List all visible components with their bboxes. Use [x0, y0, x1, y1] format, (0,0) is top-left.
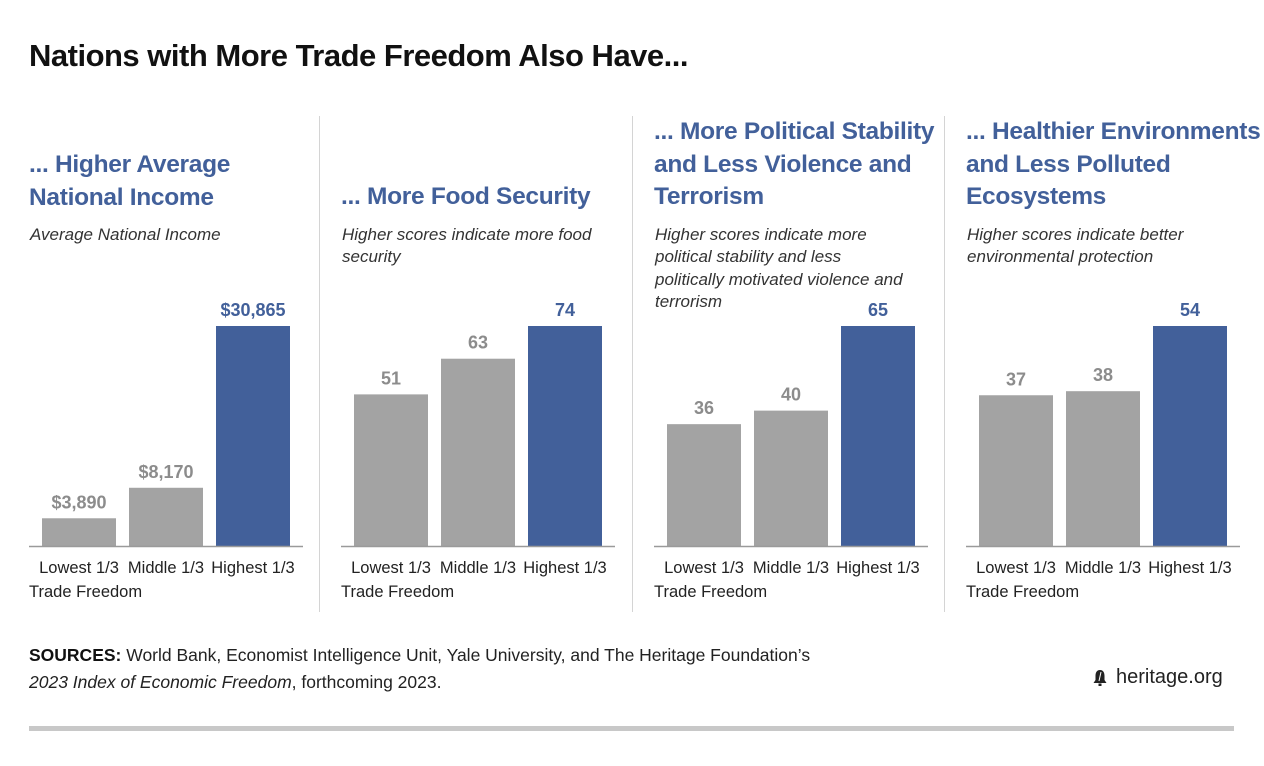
category-label: Lowest 1/3 [664, 559, 744, 577]
panel-heading: ... Healthier Environments and Less Poll… [966, 118, 1261, 210]
bar-chart: 36 Lowest 1/3 40 Middle 1/3 65 Highest 1/3 Tra… [654, 300, 928, 601]
data-label: 37 [1006, 369, 1026, 389]
panel-subtitle: Higher scores indicate more political st… [655, 225, 903, 311]
bar [354, 394, 428, 546]
category-label: Highest 1/3 [211, 559, 294, 577]
data-label: $3,890 [51, 492, 106, 512]
axis-note: Trade Freedom [966, 583, 1079, 601]
panel-subtitle: Higher scores indicate more food securit… [342, 225, 592, 267]
sources-publication: 2023 Index of Economic Freedom [29, 672, 292, 692]
data-label: 38 [1093, 365, 1113, 385]
axis-note: Trade Freedom [341, 583, 454, 601]
brand-text: heritage.org [1116, 666, 1223, 688]
panel-food-security: ... More Food Security Higher scores ind… [341, 0, 653, 640]
panel-heading: ... More Political Stability and Less Vi… [654, 118, 935, 210]
bar [441, 358, 515, 546]
category-label: Highest 1/3 [523, 559, 606, 577]
bar [1066, 391, 1140, 546]
bar [754, 410, 828, 546]
bar-chart: 37 Lowest 1/3 38 Middle 1/3 54 Highest 1/3 Tra… [966, 300, 1240, 601]
panel-divider [319, 116, 320, 612]
panel-subtitle: Higher scores indicate better environmen… [967, 225, 1184, 267]
bar [979, 395, 1053, 546]
category-label: Lowest 1/3 [351, 559, 431, 577]
category-label: Middle 1/3 [128, 559, 204, 577]
bar [528, 326, 602, 546]
category-label: Lowest 1/3 [976, 559, 1056, 577]
sources-suffix: , forthcoming 2023. [291, 672, 442, 692]
panel-divider [944, 116, 945, 612]
bar-chart: 51 Lowest 1/3 63 Middle 1/3 74 Highest 1/3 Tra… [341, 300, 615, 601]
sources-label: SOURCES: [29, 645, 122, 665]
sources-note: SOURCES: World Bank, Economist Intellige… [29, 642, 810, 696]
panel-heading: ... Higher Average National Income [29, 151, 231, 211]
panel-divider [632, 116, 633, 612]
data-label: $8,170 [138, 462, 193, 482]
category-label: Middle 1/3 [753, 559, 829, 577]
panel-environment: ... Healthier Environments and Less Poll… [966, 0, 1264, 640]
bar [129, 487, 203, 546]
bar [667, 424, 741, 546]
panel-income: ... Higher Average National Income Avera… [29, 0, 341, 640]
data-label: 63 [468, 333, 488, 353]
bar [841, 326, 915, 546]
panel-political-stability: ... More Political Stability and Less Vi… [654, 0, 966, 640]
data-label: 51 [381, 368, 401, 388]
panel-heading: ... More Food Security [341, 183, 591, 210]
bar [1153, 326, 1227, 546]
category-label: Highest 1/3 [1148, 559, 1231, 577]
axis-note: Trade Freedom [654, 583, 767, 601]
data-label: 74 [555, 300, 575, 320]
bar [216, 326, 290, 546]
data-label: $30,865 [220, 300, 285, 320]
bar-chart: $3,890 Lowest 1/3 $8,170 Middle 1/3 $30,865 H… [29, 300, 303, 601]
data-label: 40 [781, 385, 801, 405]
panel-subtitle: Average National Income [30, 225, 221, 244]
data-label: 65 [868, 300, 888, 320]
axis-note: Trade Freedom [29, 583, 142, 601]
data-label: 36 [694, 398, 714, 418]
category-label: Highest 1/3 [836, 559, 919, 577]
bottom-rule [29, 726, 1234, 731]
sources-text: World Bank, Economist Intelligence Unit,… [121, 645, 811, 665]
data-label: 54 [1180, 300, 1200, 320]
liberty-bell-icon [1093, 669, 1107, 686]
category-label: Middle 1/3 [1065, 559, 1141, 577]
category-label: Lowest 1/3 [39, 559, 119, 577]
bar [42, 518, 116, 546]
chart-title: Nations with More Trade Freedom Also Hav… [29, 38, 689, 73]
brand-link[interactable]: heritage.org [1092, 666, 1223, 689]
category-label: Middle 1/3 [440, 559, 516, 577]
